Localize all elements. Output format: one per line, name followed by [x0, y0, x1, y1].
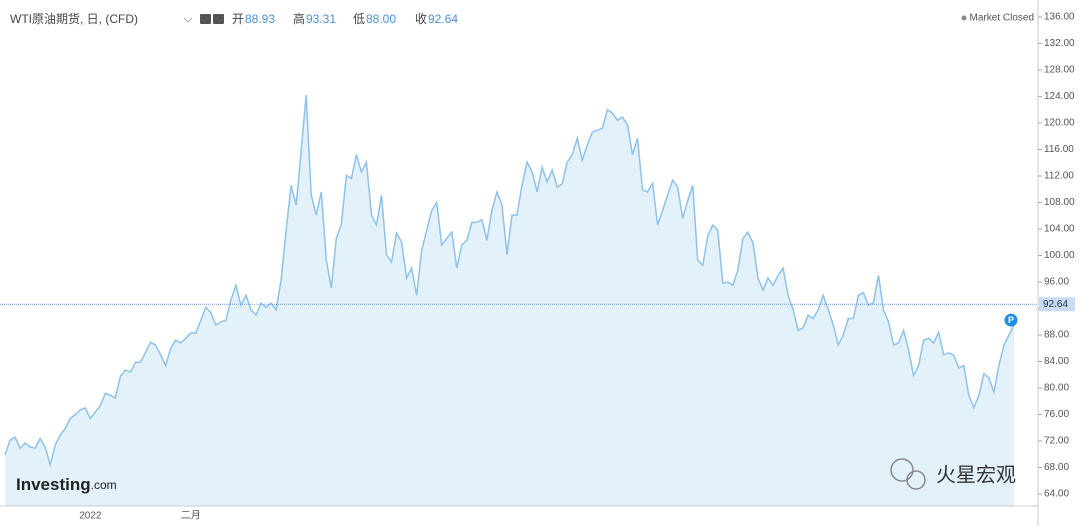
y-tick-label: 136.00 [1044, 12, 1075, 23]
y-tick-label: 100.00 [1044, 250, 1075, 261]
close-value: 92.64 [428, 12, 458, 26]
y-tick-label: 64.00 [1044, 489, 1069, 500]
y-tick-label: 128.00 [1044, 65, 1075, 76]
x-tick-label: 2022 [79, 511, 102, 522]
y-tick-label: 104.00 [1044, 224, 1075, 235]
open-label: 开 [232, 12, 244, 26]
wechat-icon [890, 458, 914, 482]
y-tick-label: 112.00 [1044, 171, 1074, 182]
y-tick-label: 72.00 [1044, 436, 1069, 447]
y-tick-label: 80.00 [1044, 383, 1069, 394]
plot-area [4, 95, 1015, 506]
high-value: 93.31 [306, 12, 336, 26]
y-tick-label: 108.00 [1044, 197, 1075, 208]
dropdown-icon[interactable] [183, 17, 193, 23]
logo: Investing.com [16, 475, 117, 494]
last-price-tag [1039, 297, 1075, 312]
low-value: 88.00 [366, 12, 396, 26]
watermark: 火星宏观 [936, 463, 1016, 486]
chart-title: WTI原油期货, 日, (CFD) [10, 11, 138, 26]
logo-suffix: .com [91, 478, 117, 492]
x-tick-label: 二月 [181, 510, 201, 522]
close-label: 收 [415, 12, 427, 26]
high-label: 高 [293, 11, 305, 26]
y-tick-label: 84.00 [1044, 356, 1069, 367]
price-marker [1004, 313, 1018, 327]
y-tick-label: 96.00 [1044, 277, 1069, 288]
logo-brand: Investing [16, 475, 91, 494]
wechat-icon [906, 470, 926, 490]
y-tick-label: 68.00 [1044, 462, 1069, 473]
y-tick-label: 88.00 [1044, 330, 1069, 341]
y-tick-label: 132.00 [1044, 38, 1075, 49]
y-tick-label: 124.00 [1044, 91, 1075, 102]
price-line [4, 95, 1015, 468]
open-value: 88.93 [245, 12, 275, 26]
price-marker-label: P [1008, 315, 1014, 325]
status-dot [961, 15, 967, 21]
y-tick-label: 116.00 [1044, 144, 1074, 155]
low-label: 低 [353, 12, 365, 26]
market-status: Market Closed [970, 13, 1034, 24]
settings-icon[interactable] [213, 14, 224, 24]
y-tick-label: 120.00 [1044, 118, 1075, 129]
y-tick-label: 76.00 [1044, 409, 1069, 420]
last-price-label: 92.64 [1043, 299, 1068, 310]
area-fill [5, 95, 1014, 506]
eye-icon[interactable] [200, 14, 211, 24]
